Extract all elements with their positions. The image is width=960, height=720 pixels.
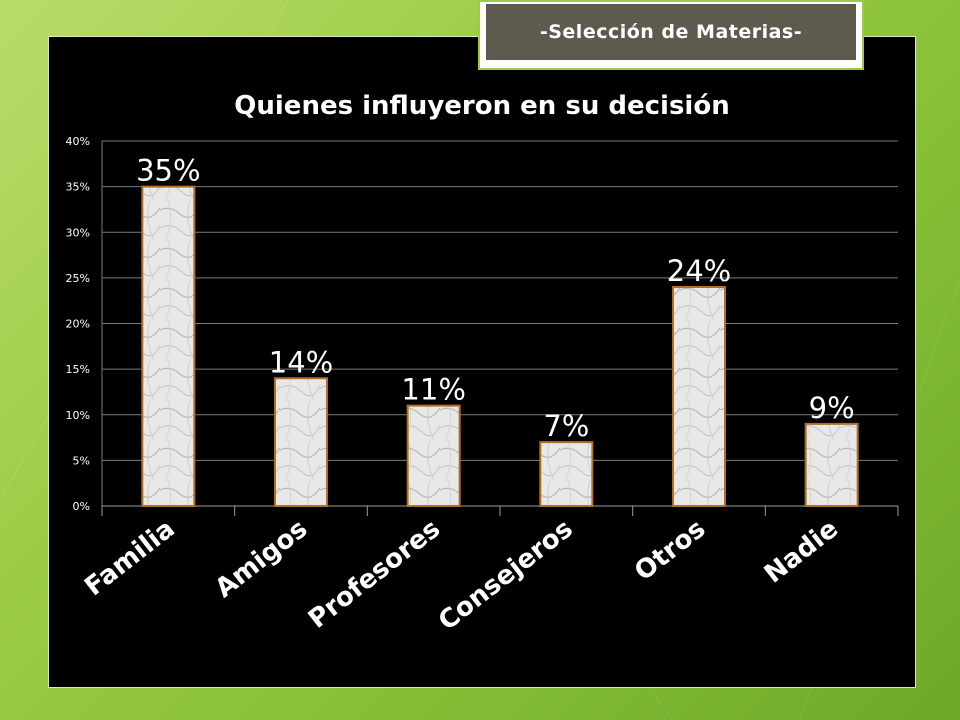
y-tick-label: 10% [66,409,90,422]
category-label: Consejeros [433,514,579,637]
category-label: Amigos [210,514,314,604]
data-labels: 35% 14% 11% 7% 24% 9% [136,154,855,444]
data-label: 7% [543,409,589,443]
y-tick-label: 40% [66,135,90,148]
data-label: 9% [809,391,855,425]
category-label: Profesores [303,514,446,635]
y-tick-label: 15% [66,363,90,376]
bar-consejeros [539,441,594,507]
y-tick-label: 5% [73,454,90,467]
data-label: 14% [269,345,333,379]
banner-title: -Selección de Materias- [486,4,856,60]
data-label: 24% [667,254,731,288]
bars [141,185,859,507]
bar-familia [141,185,196,507]
bar-amigos [274,377,328,507]
data-label: 11% [401,373,465,407]
y-tick-label: 0% [73,500,90,513]
data-label: 35% [136,154,200,188]
category-label: Familia [79,514,180,602]
bar-nadie [804,422,859,507]
y-tick-label: 20% [66,318,90,331]
axes [101,141,899,516]
gridlines [102,140,898,507]
bar-otros [672,286,726,507]
y-tick-labels: 0% 5% 10% 15% 20% 25% 30% 35% 40% [66,135,90,513]
y-tick-label: 35% [66,181,90,194]
title-banner: -Selección de Materias- [478,0,864,70]
y-tick-label: 30% [66,226,90,239]
category-label: Nadie [759,514,844,590]
category-label: Otros [629,514,711,587]
bar-profesores [406,404,461,507]
chart-title: Quienes influyeron en su decisión [234,91,729,121]
y-tick-label: 25% [66,272,90,285]
